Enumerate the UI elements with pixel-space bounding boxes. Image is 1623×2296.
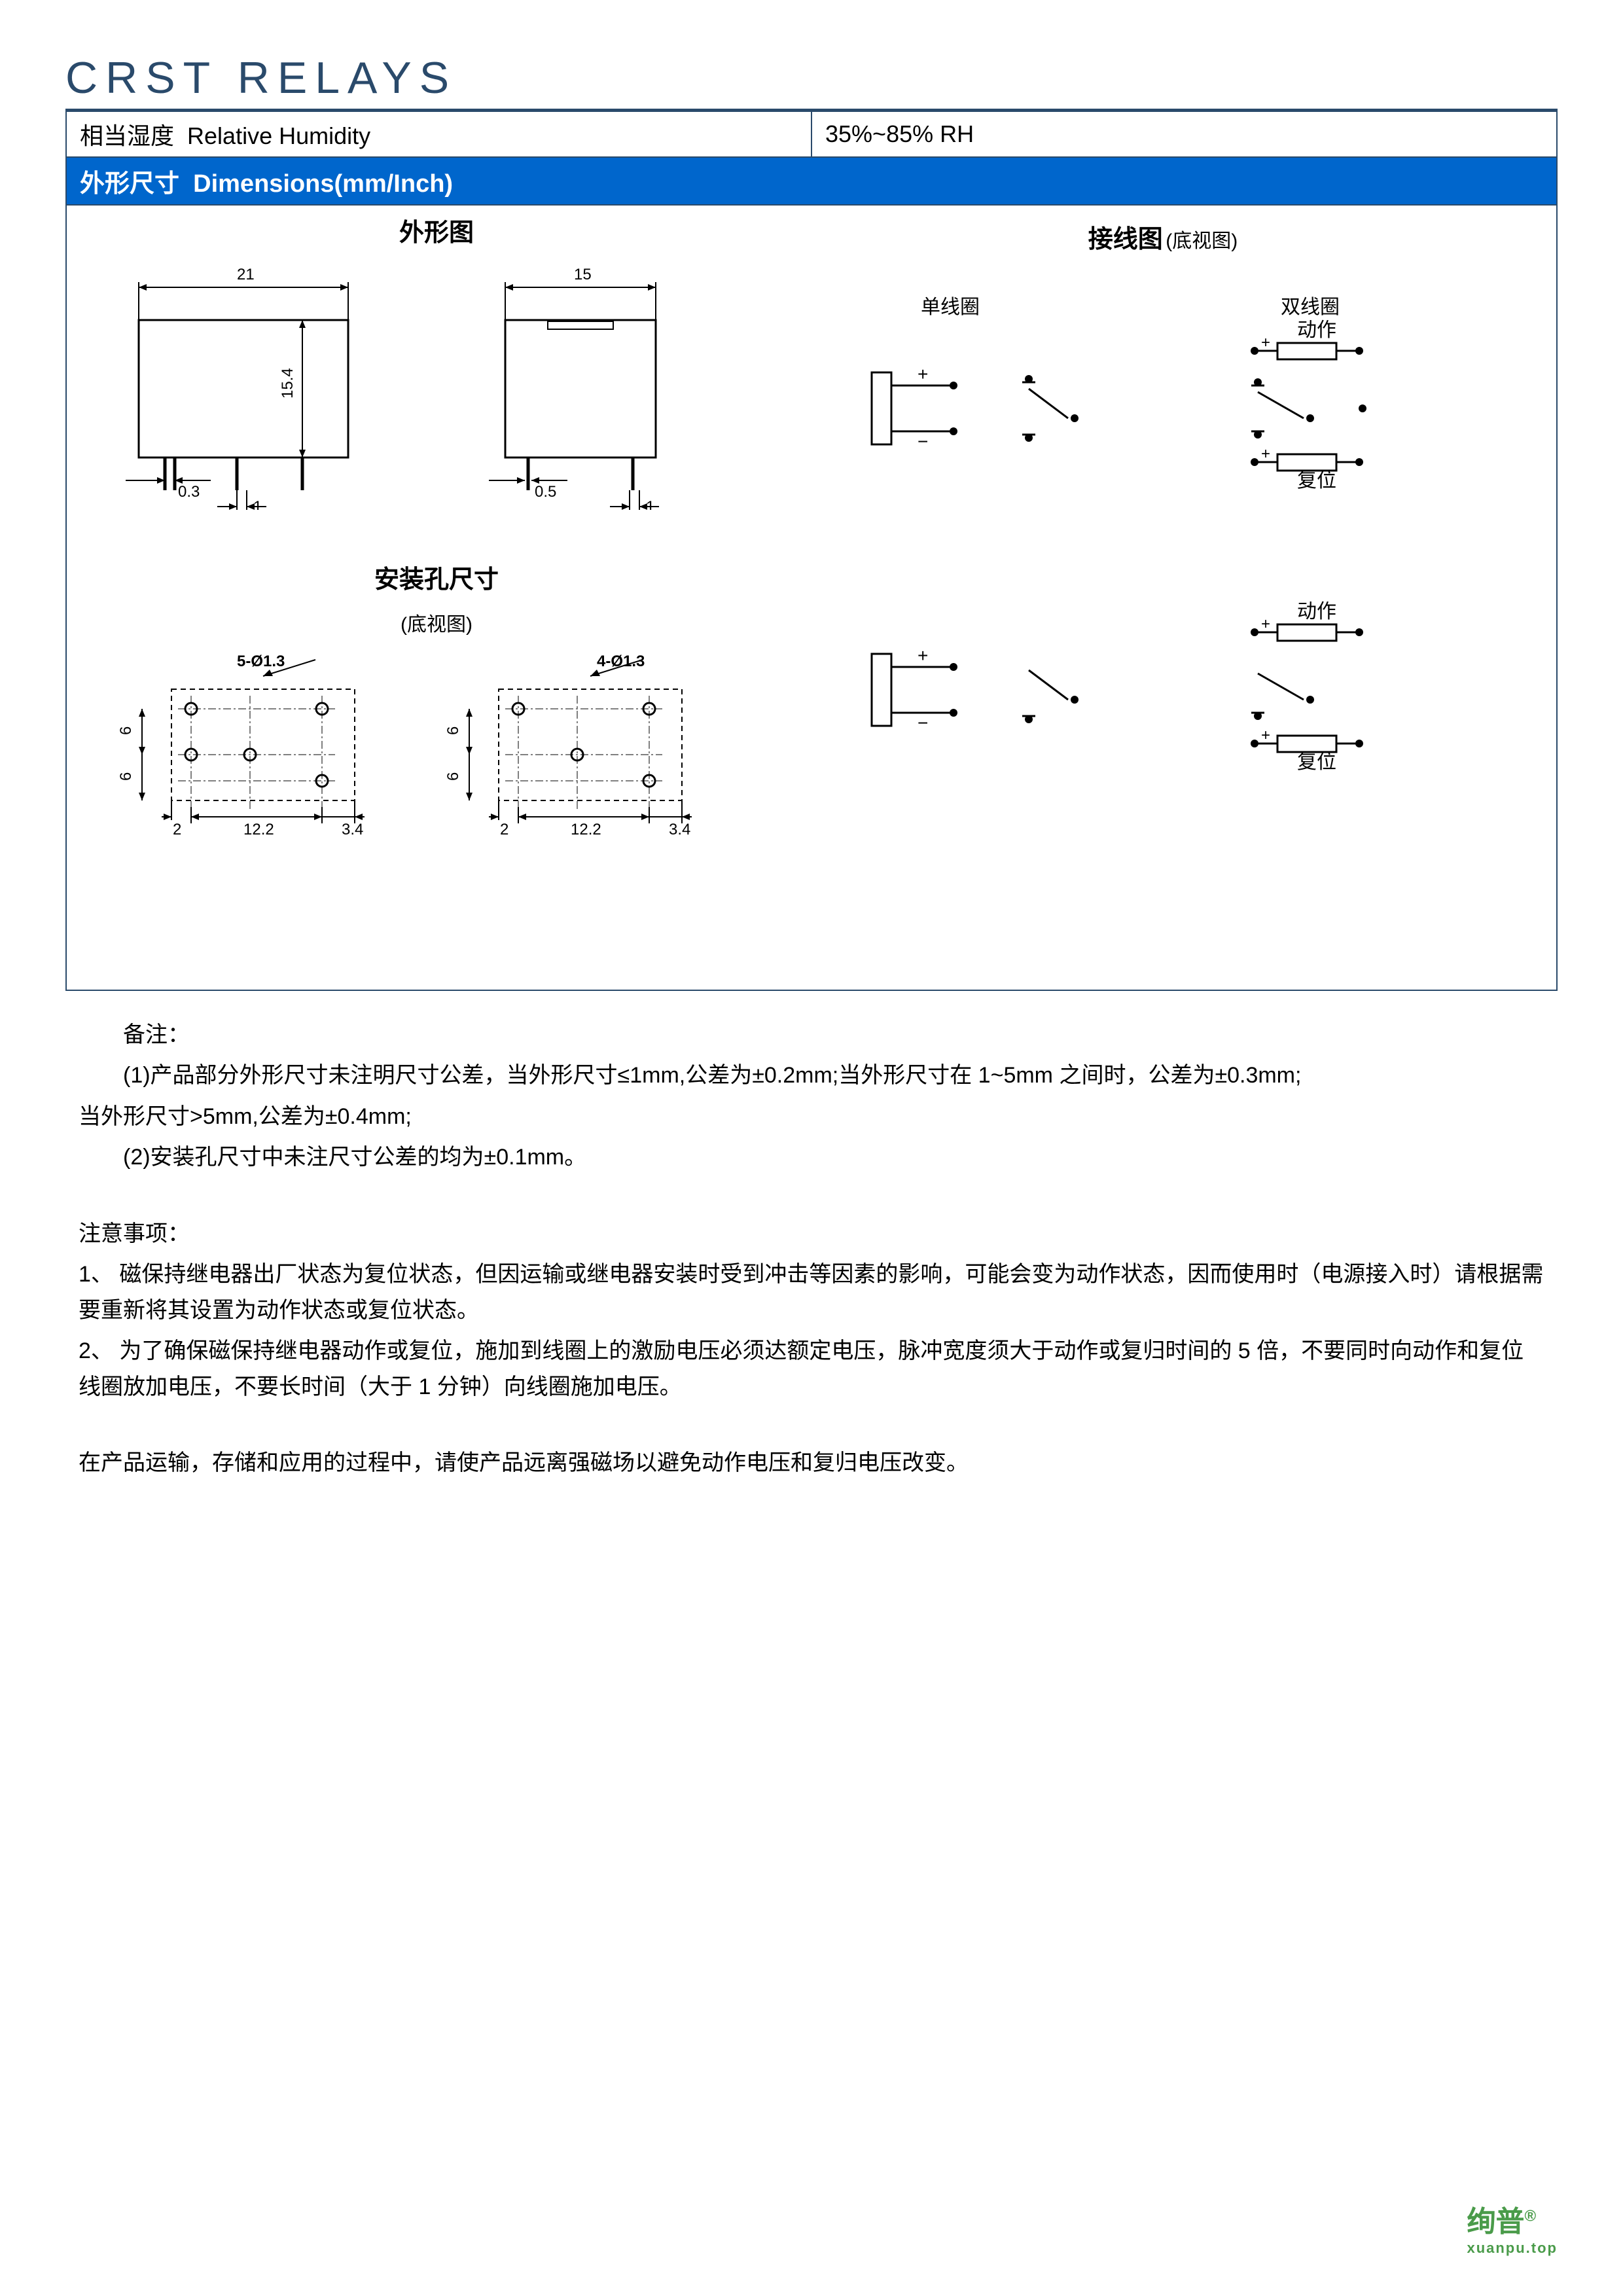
svg-text:3.4: 3.4 (342, 821, 363, 838)
svg-text:12.2: 12.2 (571, 821, 601, 838)
dimensions-header: 外形尺寸 Dimensions(mm/Inch) (65, 158, 1558, 206)
svg-text:15: 15 (574, 266, 592, 283)
svg-text:双线圈: 双线圈 (1281, 296, 1340, 318)
svg-text:0.5: 0.5 (535, 483, 556, 501)
brand-header: CRST RELAYS (65, 52, 1558, 109)
svg-text:2: 2 (173, 821, 181, 838)
mounting-diagram: 5-Ø1.3 (93, 637, 780, 872)
svg-text:+: + (1261, 445, 1270, 463)
svg-text:复位: 复位 (1297, 751, 1336, 773)
caution-3: 在产品运输，存储和应用的过程中，请使产品远离强磁场以避免动作电压和复归电压改变。 (79, 1445, 1544, 1480)
outline-diagram: 21 15.4 0.3 (93, 261, 780, 510)
outline-title: 外形图 (93, 212, 780, 248)
svg-text:−: − (918, 713, 928, 733)
notes-section: 备注： (1)产品部分外形尺寸未注明尺寸公差，当外形尺寸≤1mm,公差为±0.2… (65, 1017, 1558, 1481)
wiring-subtitle: (底视图) (1166, 230, 1238, 252)
svg-text:6: 6 (117, 726, 135, 735)
diagrams-container: 外形图 21 15.4 (65, 206, 1558, 991)
svg-text:21: 21 (237, 266, 255, 283)
remark-label: 备注： (79, 1017, 1544, 1052)
svg-text:6: 6 (444, 726, 462, 735)
svg-text:12.2: 12.2 (243, 821, 274, 838)
footer-logo: 绚普® xuanpu.top (1467, 2198, 1558, 2257)
svg-text:+: + (1261, 726, 1270, 744)
remark-2: (2)安装孔尺寸中未注尺寸公差的均为±0.1mm。 (79, 1139, 1544, 1175)
mounting-title: 安装孔尺寸 (93, 559, 780, 595)
svg-text:15.4: 15.4 (279, 368, 296, 399)
svg-text:+: + (1261, 334, 1270, 351)
svg-text:−: − (918, 431, 928, 452)
wiring-diagram: 单线圈 双线圈 1C + − (819, 255, 1507, 909)
caution-label: 注意事项： (79, 1216, 1544, 1251)
svg-text:0.3: 0.3 (178, 483, 200, 501)
svg-text:+: + (1261, 615, 1270, 633)
spec-table: 相当湿度 Relative Humidity 35%~85% RH (65, 111, 1558, 158)
wiring-title: 接线图 (1088, 226, 1163, 253)
svg-text:6: 6 (444, 772, 462, 781)
svg-text:1: 1 (253, 498, 262, 510)
spec-row: 相当湿度 Relative Humidity 35%~85% RH (66, 111, 1557, 157)
mounting-subtitle: (底视图) (93, 608, 780, 637)
remark-1: (1)产品部分外形尺寸未注明尺寸公差，当外形尺寸≤1mm,公差为±0.2mm;当… (79, 1058, 1544, 1093)
svg-text:1: 1 (646, 498, 654, 510)
caution-2: 2、 为了确保磁保持继电器动作或复位，施加到线圈上的激励电压必须达额定电压，脉冲… (79, 1333, 1544, 1405)
svg-text:2: 2 (500, 821, 508, 838)
svg-text:动作: 动作 (1297, 319, 1336, 341)
caution-1: 1、 磁保持继电器出厂状态为复位状态，但因运输或继电器安装时受到冲击等因素的影响… (79, 1257, 1544, 1328)
svg-text:复位: 复位 (1297, 470, 1336, 492)
remark-1b: 当外形尺寸>5mm,公差为±0.4mm; (79, 1099, 1544, 1134)
spec-label: 相当湿度 Relative Humidity (66, 111, 812, 157)
svg-text:3.4: 3.4 (669, 821, 690, 838)
spec-value: 35%~85% RH (812, 111, 1557, 157)
svg-text:6: 6 (117, 772, 135, 781)
svg-text:+: + (918, 364, 928, 384)
svg-text:5-Ø1.3: 5-Ø1.3 (237, 653, 285, 670)
svg-text:+: + (918, 645, 928, 666)
svg-text:单线圈: 单线圈 (921, 296, 980, 318)
svg-text:动作: 动作 (1297, 601, 1336, 622)
